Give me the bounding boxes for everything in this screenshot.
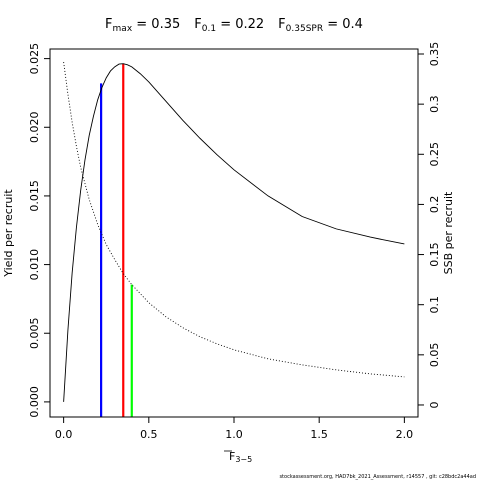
x-axis: 0.0 0.5 1.0 1.5 2.0: [55, 416, 414, 441]
y-axis-right: 0 0.05 0.1 0.15 0.2 0.25 0.3 0.35: [418, 42, 441, 408]
y-right-tick-label: 0.25: [428, 142, 441, 167]
y-axis-left: 0.000 0.005 0.010 0.015 0.020 0.025: [28, 43, 50, 418]
x-title-symbol: F: [229, 450, 235, 463]
footer-note: stockassessment.org, HAD7bk_2021_Assessm…: [279, 474, 476, 480]
chart-title: Fmax = 0.35 F0.1 = 0.22 F0.35SPR = 0.4: [105, 17, 363, 34]
title-subscript: max: [113, 24, 133, 34]
plot-frame: [49, 48, 419, 418]
y-left-tick-label: 0.015: [28, 180, 41, 212]
reference-lines: [100, 63, 133, 417]
y-right-tick-label: 0.35: [428, 42, 441, 67]
y-left-tick-label: 0.025: [28, 43, 41, 75]
y-right-tick-label: 0.3: [428, 95, 441, 113]
x-tick-label: 0.5: [140, 428, 158, 441]
x-axis-title-text: F3−5: [229, 450, 252, 464]
y-left-tick-label: 0.000: [28, 386, 41, 418]
yield-per-recruit-line: [63, 63, 405, 402]
title-subscript: 0.35SPR: [286, 24, 323, 34]
y-axis-right-title: SSB per recruit: [442, 191, 455, 274]
title-subscript: 0.1: [202, 24, 216, 34]
ssb-per-recruit-line: [63, 61, 405, 378]
y-axis-left-title: Yield per recruit: [2, 189, 15, 278]
title-value: = 0.4: [323, 17, 363, 32]
title-value: = 0.35: [132, 17, 180, 32]
series: [63, 61, 405, 402]
y-right-tick-label: 0.2: [428, 196, 441, 214]
x-tick-label: 1.5: [310, 428, 328, 441]
x-axis-title: F3−5: [224, 450, 252, 464]
x-title-subscript: 3−5: [235, 455, 252, 464]
chart-title-text: Fmax = 0.35 F0.1 = 0.22 F0.35SPR = 0.4: [105, 17, 363, 34]
title-symbol: F: [194, 17, 201, 32]
y-right-tick-label: 0: [428, 401, 441, 408]
title-symbol: F: [105, 17, 112, 32]
y-right-tick-label: 0.05: [428, 343, 441, 368]
title-symbol: F: [278, 17, 285, 32]
y-right-tick-label: 0.1: [428, 296, 441, 314]
x-tick-label: 0.0: [55, 428, 73, 441]
y-left-tick-label: 0.020: [28, 112, 41, 143]
y-left-tick-label: 0.005: [28, 317, 41, 349]
x-tick-label: 1.0: [225, 428, 243, 441]
title-value: = 0.22: [216, 17, 264, 32]
x-tick-label: 2.0: [396, 428, 414, 441]
y-right-tick-label: 0.15: [428, 242, 441, 267]
y-left-tick-label: 0.010: [28, 249, 41, 281]
